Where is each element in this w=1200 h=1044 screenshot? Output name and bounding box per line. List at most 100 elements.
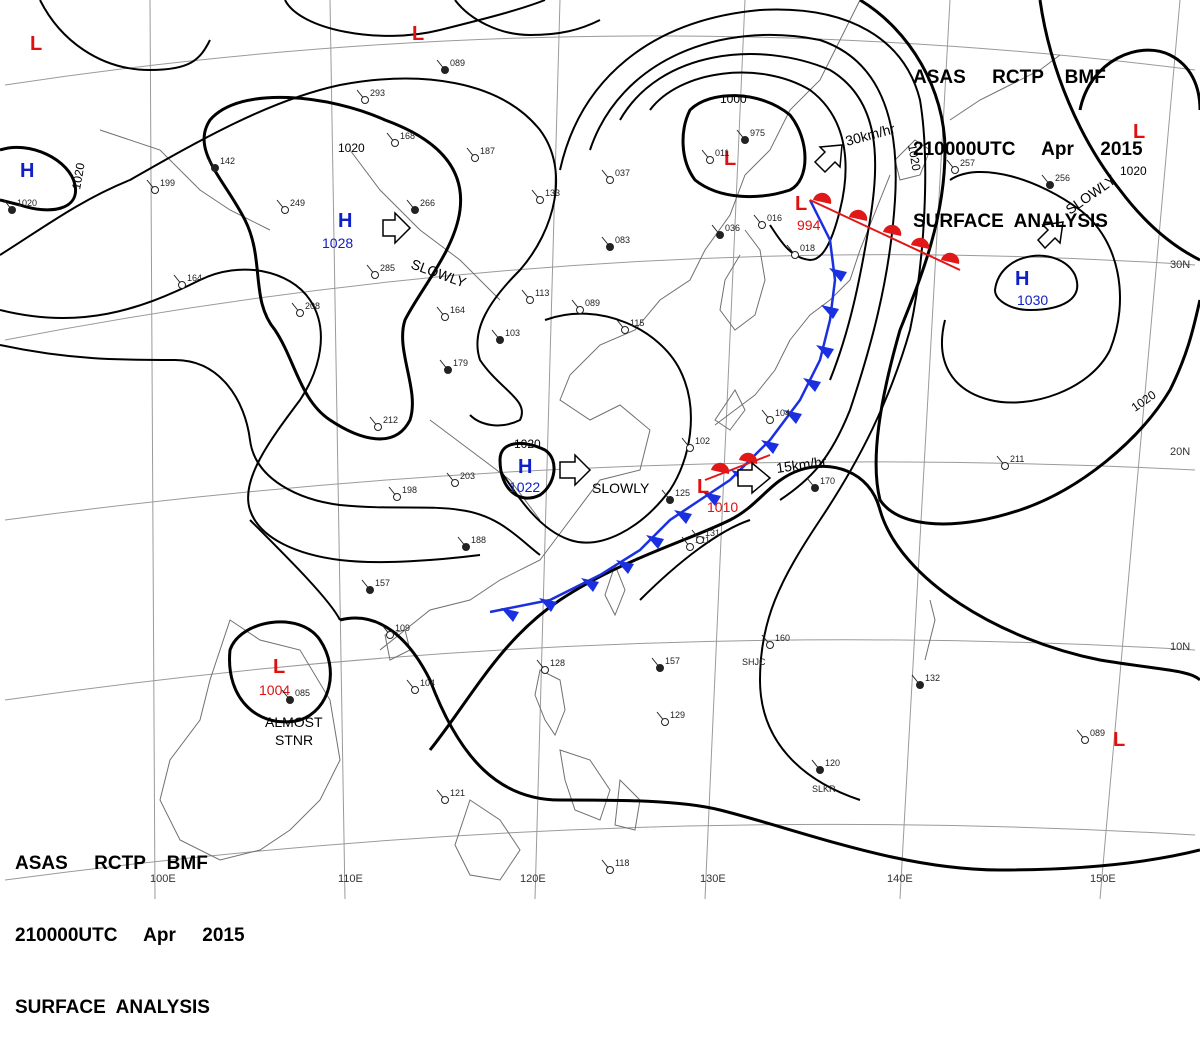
warm-front-1 (809, 199, 961, 271)
station-circle (393, 493, 401, 501)
lon-label: 150E (1090, 873, 1116, 885)
lat-label: 10N (1170, 641, 1190, 653)
station-plot: 133 (531, 188, 560, 204)
cold-front-triangle (674, 510, 692, 524)
motion-arrows (382, 144, 1064, 495)
kuril-chain (949, 54, 1061, 121)
lon-label: 140E (887, 873, 913, 885)
motion-label: SLOWLY (592, 480, 650, 496)
low-symbol: L (795, 193, 807, 215)
header-line-2: 210000UTC Apr 2015 (913, 139, 1143, 160)
station-plot: 083 (601, 235, 630, 251)
station-plots: 1020 199 249 266 285 293 089 168 187 142 164 208 179… (3, 58, 1105, 874)
station-circle (441, 313, 449, 321)
station-circle (706, 156, 714, 164)
station-pressure: 170 (820, 476, 835, 486)
isobar-1020-west (202, 95, 463, 441)
station-plot: 1020 (3, 198, 37, 214)
station-circle (8, 206, 16, 214)
station-circle (951, 166, 959, 174)
cold-front-triangle (646, 535, 664, 549)
isobar-low-ring-3 (619, 53, 877, 381)
isobar-1020-northeast (1038, 0, 1200, 262)
station-plot: 089 (571, 298, 600, 314)
station-pressure: 128 (550, 658, 565, 668)
cold-front-triangle (803, 378, 821, 392)
station-pressure: 120 (825, 758, 840, 768)
low-symbol: L (724, 148, 736, 170)
isobar-south-outer (339, 616, 1200, 872)
isobar-low-1004 (228, 620, 332, 724)
station-circle (441, 796, 449, 804)
station-plot: 212 (369, 415, 398, 431)
station-pressure: 118 (615, 858, 629, 868)
station-plot: 104 (406, 678, 435, 694)
station-pressure: 129 (670, 710, 685, 720)
station-plot: 121 (436, 788, 465, 804)
station-plot: 085 (281, 688, 310, 704)
header-line-2: 210000UTC Apr 2015 (15, 925, 245, 946)
station-circle (791, 251, 799, 259)
station-circle (151, 186, 159, 194)
station-pressure: 249 (290, 198, 305, 208)
station-pressure: 179 (453, 358, 468, 368)
low-value: 994 (797, 217, 821, 233)
station-pressure: 285 (380, 263, 395, 273)
japan-honshu (714, 174, 891, 426)
station-plot: 188 (457, 535, 486, 551)
warm-front-semicircle (813, 192, 832, 204)
station-plot: 179 (439, 358, 468, 374)
station-pressure: 103 (505, 328, 520, 338)
station-circle (1046, 181, 1054, 189)
isobar-1016-central (499, 312, 692, 544)
weather-map: 100E 110E 120E 130E 140E 150E 30N 20N 10… (0, 0, 1200, 899)
header-line-3: SURFACE ANALYSIS (15, 997, 210, 1018)
low-value: 1004 (259, 682, 290, 698)
station-pressure: 104 (775, 408, 790, 418)
isobar-north-loop2 (454, 0, 601, 37)
header-top-right: ASAS RCTP BMF 210000UTC Apr 2015 SURFACE… (913, 18, 1143, 258)
high-value: 1028 (322, 235, 353, 251)
station-pressure: 018 (800, 243, 815, 253)
station-plot: 037 (601, 168, 630, 184)
station-pressure: 131 (705, 528, 720, 538)
cold-front-triangle (761, 440, 779, 454)
station-plot: 016 (753, 213, 782, 229)
lat-label: 20N (1170, 446, 1190, 458)
isobar-east-outer (941, 171, 1121, 404)
warm-front-semicircle (941, 252, 960, 264)
cold-front-triangle (816, 345, 834, 359)
station-plot: 142 (206, 156, 235, 172)
isobar-taiwan (639, 519, 751, 601)
station-pressure: 089 (1090, 728, 1105, 738)
station-plot: 109 (381, 623, 410, 639)
station-plot: 118 (601, 858, 629, 874)
cold-front-triangle (829, 268, 847, 282)
station-id: SLKR (812, 784, 836, 794)
station-plot: 164 (173, 273, 202, 289)
station-plot: 266 (406, 198, 435, 214)
station-circle (758, 221, 766, 229)
cold-front-triangle (703, 492, 721, 506)
pressure-centres: H 1028 H 1022 H 1030 H L 994 L 1010 L 10… (20, 23, 1145, 751)
mariana-chain (924, 599, 936, 661)
lon-label: 130E (700, 873, 726, 885)
station-plot: 257 (946, 158, 975, 174)
isobar-label: 1020 (514, 437, 541, 451)
isobar-1016-around-h (0, 77, 558, 427)
low-symbol: L (273, 656, 285, 678)
kyushu (714, 389, 746, 431)
station-circle (916, 681, 924, 689)
arrow-east-1 (382, 211, 412, 245)
high-symbol: H (518, 456, 532, 478)
inland-river-3 (429, 419, 541, 521)
station-circle (1081, 736, 1089, 744)
lat-label: 30N (1170, 259, 1190, 271)
taiwan (604, 563, 626, 617)
arrow-ne-1 (813, 144, 843, 174)
low-symbol: L (1113, 729, 1125, 751)
station-circle (411, 206, 419, 214)
station-plot: 203 (446, 471, 475, 487)
cold-front-triangle (821, 305, 839, 319)
inland-river-2 (349, 149, 501, 301)
